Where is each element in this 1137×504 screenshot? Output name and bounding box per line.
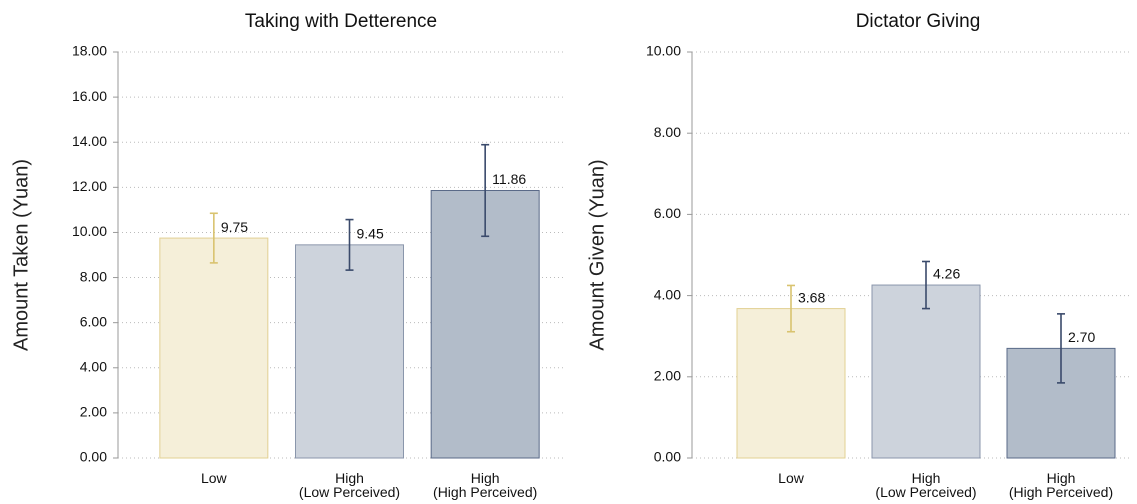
- chart-panel: Taking with Detterence Amount Taken (Yuan…: [10, 11, 565, 500]
- y-tick-label: 4.00: [80, 358, 107, 374]
- y-tick-label: 14.00: [72, 133, 107, 149]
- y-tick-label: 10.00: [72, 223, 107, 239]
- x-tick-label-line: (High Perceived): [433, 484, 537, 500]
- error-bar: [1057, 313, 1065, 384]
- data-label: 2.70: [1068, 329, 1095, 345]
- error-bar: [209, 212, 218, 264]
- y-tick-label: 6.00: [654, 205, 681, 221]
- x-tick-label-line: High: [912, 470, 941, 486]
- y-tick-label: 4.00: [654, 286, 681, 302]
- x-tick-label: High (Low Perceived): [299, 470, 400, 500]
- x-tick-label-line: Low: [778, 470, 805, 486]
- chart-panel: Dictator Giving Amount Given (Yuan) 0.00 2.…: [586, 11, 1130, 500]
- x-tick-label-line: High: [1047, 470, 1076, 486]
- y-tick-label: 0.00: [80, 449, 107, 465]
- error-bar: [922, 260, 930, 310]
- error-bar: [481, 143, 490, 238]
- chart-title: Dictator Giving: [856, 11, 981, 32]
- x-tick-label: High (High Perceived): [433, 470, 537, 500]
- y-tick-label: 6.00: [80, 313, 107, 329]
- x-tick-label: Low: [201, 470, 228, 486]
- x-tick-label: Low: [778, 470, 805, 486]
- chart-title: Taking with Detterence: [245, 11, 437, 32]
- x-tick-label-line: Low: [201, 470, 228, 486]
- x-tick-label-line: High: [335, 470, 364, 486]
- data-label: 9.45: [357, 226, 384, 242]
- y-tick-label: 2.00: [654, 368, 681, 384]
- y-tick-label: 12.00: [72, 178, 107, 194]
- x-tick-label-line: (Low Perceived): [299, 484, 400, 500]
- data-label: 4.26: [933, 266, 960, 282]
- y-tick-label: 10.00: [646, 43, 681, 59]
- x-tick-label-line: (Low Perceived): [875, 484, 976, 500]
- data-label: 11.86: [492, 171, 526, 187]
- x-tick-label: High (High Perceived): [1009, 470, 1113, 500]
- y-tick-label: 8.00: [80, 268, 107, 284]
- bar: [295, 244, 404, 459]
- x-tick-label: High (Low Perceived): [875, 470, 976, 500]
- x-tick-label-line: (High Perceived): [1009, 484, 1113, 500]
- bar: [871, 284, 981, 459]
- bar: [159, 237, 269, 459]
- y-tick-label: 18.00: [72, 43, 107, 59]
- y-axis-label: Amount Given (Yuan): [586, 159, 608, 350]
- data-label: 3.68: [798, 289, 825, 305]
- y-tick-label: 2.00: [80, 404, 107, 420]
- y-tick-label: 16.00: [72, 88, 107, 104]
- y-axis-label: Amount Taken (Yuan): [10, 159, 32, 351]
- y-tick-label: 8.00: [654, 124, 681, 140]
- bar: [736, 308, 846, 459]
- error-bar: [787, 284, 795, 333]
- y-tick-label: 0.00: [654, 449, 681, 465]
- x-tick-label-line: High: [471, 470, 500, 486]
- data-label: 9.75: [221, 219, 248, 235]
- error-bar: [345, 218, 354, 271]
